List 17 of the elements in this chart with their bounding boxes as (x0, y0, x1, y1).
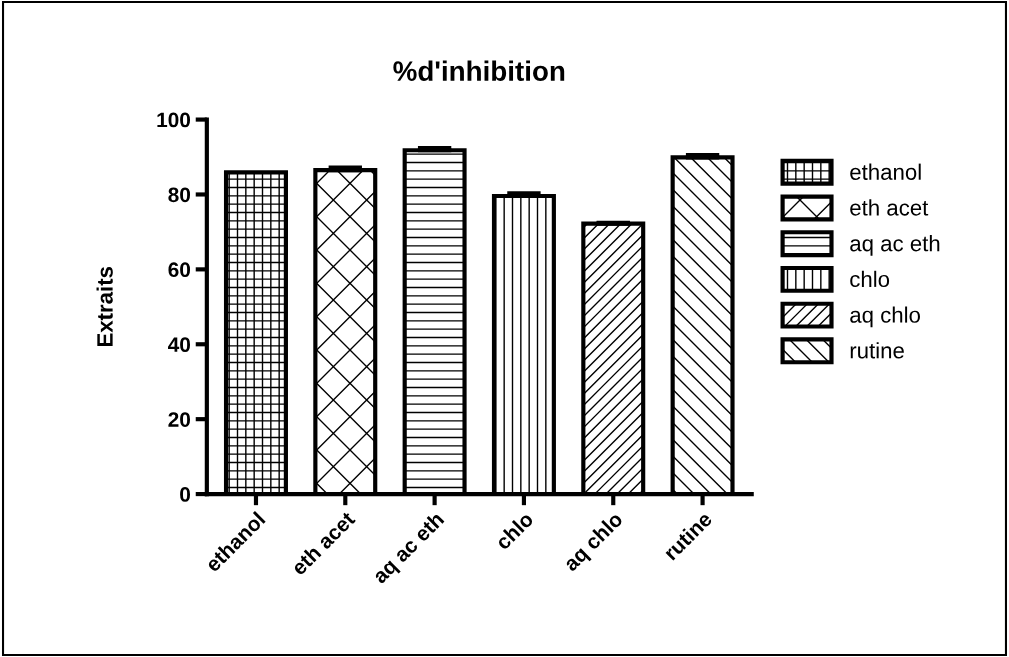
y-tick-label: 60 (168, 262, 191, 278)
x-tick-label: aq ac eth (371, 510, 448, 588)
y-tick-label: 0 (180, 487, 191, 502)
chart-title: %d'inhibition (393, 60, 565, 81)
x-tick-label: chlo (494, 510, 535, 551)
legend-label: eth acet (850, 199, 929, 216)
legend-label: rutine (850, 342, 904, 359)
x-tick-label: aq chlo (562, 510, 627, 575)
y-tick-label: 20 (168, 412, 191, 427)
y-tick-label: 80 (168, 187, 191, 203)
legend-label: aq ac eth (850, 235, 940, 256)
y-axis-title: Extraits (96, 266, 113, 347)
y-tick-label: 40 (168, 337, 191, 353)
legend-label: chlo (850, 270, 890, 288)
legend-label: ethanol (850, 163, 921, 180)
y-tick-label: 100 (157, 112, 191, 128)
legend-label: aq chlo (850, 306, 920, 328)
